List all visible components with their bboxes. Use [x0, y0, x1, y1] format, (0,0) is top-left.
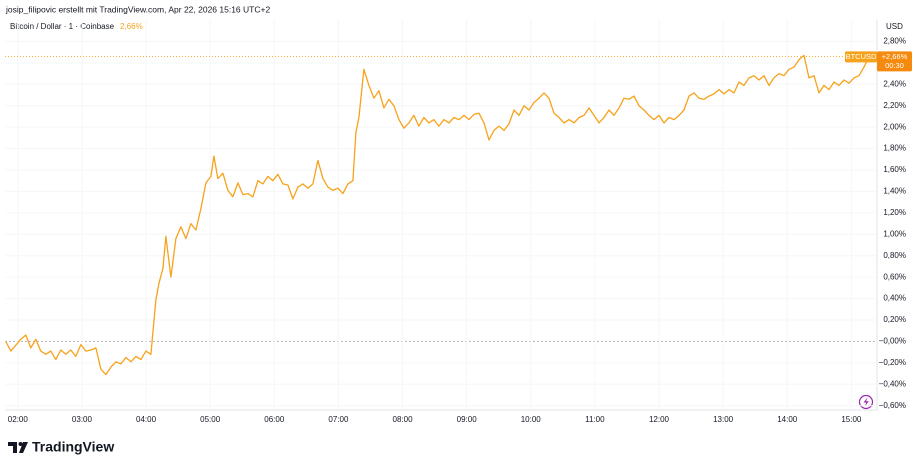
y-tick-label: 0,20% — [883, 315, 906, 324]
y-tick-label: 2,40% — [883, 79, 906, 88]
price-box — [877, 51, 912, 72]
y-tick-label: 2,00% — [883, 122, 906, 131]
countdown: 00:30 — [885, 61, 904, 70]
y-tick-label: 0,60% — [883, 272, 906, 281]
price-line — [5, 54, 870, 376]
x-tick-label: 15:00 — [841, 415, 862, 424]
y-tick-label: 1,20% — [883, 208, 906, 217]
x-tick-label: 13:00 — [713, 415, 734, 424]
y-tick-label: 1,80% — [883, 144, 906, 153]
y-tick-label: −0,60% — [879, 401, 906, 410]
y-tick-label: 1,60% — [883, 165, 906, 174]
x-tick-label: 03:00 — [72, 415, 93, 424]
logo — [8, 442, 28, 453]
y-tick-label: 1,40% — [883, 187, 906, 196]
x-tick-label: 10:00 — [521, 415, 542, 424]
y-tick-label: −0,20% — [879, 358, 906, 367]
legend-value: 2,66% — [120, 22, 143, 31]
symbol-label: BTCUSD — [846, 52, 877, 61]
y-tick-label: 0,80% — [883, 251, 906, 260]
symbol-box — [845, 51, 877, 63]
y-tick-label: 1,00% — [883, 229, 906, 238]
y-tick-label: 2,80% — [883, 37, 906, 46]
x-tick-label: 12:00 — [649, 415, 670, 424]
y-tick-label: 0,40% — [883, 294, 906, 303]
x-tick-label: 07:00 — [328, 415, 349, 424]
x-tick-label: 02:00 — [8, 415, 29, 424]
price-change: +2,66% — [882, 52, 908, 61]
x-tick-label: 14:00 — [777, 415, 798, 424]
logo-text: TradingView — [32, 439, 114, 455]
x-tick-label: 04:00 — [136, 415, 157, 424]
x-tick-label: 11:00 — [585, 415, 605, 424]
currency: USD — [886, 22, 903, 31]
y-tick-label: −0,40% — [879, 379, 906, 388]
x-tick-label: 06:00 — [264, 415, 285, 424]
x-tick-label: 09:00 — [457, 415, 478, 424]
legend-name: Bitcoin / Dollar · 1 · Coinbase — [10, 22, 115, 31]
alert-icon — [858, 394, 874, 410]
credit: josip_filipovic erstellt mit TradingView… — [5, 4, 270, 14]
y-tick-label: 2,20% — [883, 101, 906, 110]
x-tick-label: 08:00 — [393, 415, 414, 424]
x-tick-label: 05:00 — [200, 415, 221, 424]
y-tick-label: −0,00% — [879, 337, 906, 346]
